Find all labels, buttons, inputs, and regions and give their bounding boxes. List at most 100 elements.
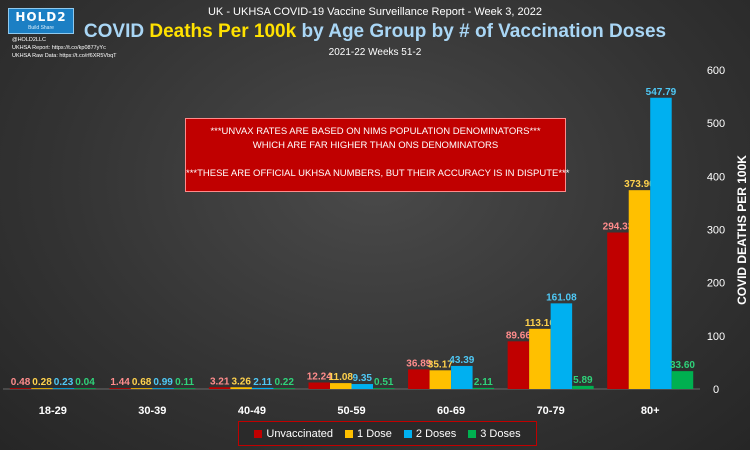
data-label: 33.60 (670, 360, 695, 371)
bar-unvaccinated (208, 387, 231, 389)
bar-2-doses (451, 365, 473, 389)
legend-label: 2 Doses (415, 427, 457, 440)
legend-label: 1 Dose (357, 427, 392, 440)
y-tick-label: 500 (707, 118, 725, 130)
bar-unvaccinated (109, 388, 131, 389)
y-tick-label: 600 (707, 65, 725, 77)
chart-title: COVID Deaths Per 100k by Age Group by # … (0, 21, 750, 43)
x-tick-label: 30-39 (138, 405, 166, 417)
bar-unvaccinated (607, 232, 629, 389)
bar-1-dose (529, 328, 551, 389)
data-label: 0.23 (54, 377, 74, 388)
legend-label: 3 Doses (480, 427, 521, 440)
data-label: 294.33 (603, 222, 634, 233)
x-tick-label: 60-69 (437, 405, 465, 417)
data-label: 35.17 (428, 359, 453, 370)
bar-3-doses (373, 388, 395, 389)
bar-2-doses (550, 303, 573, 389)
data-label: 3.26 (231, 376, 251, 387)
bar-1-dose (130, 388, 153, 389)
raw-data-link[interactable]: UKHSA Raw Data: https://t.co/rf6XR5VbqT (12, 53, 117, 59)
bar-1-dose (31, 388, 53, 389)
disclaimer-line-1: ***UNVAX RATES ARE BASED ON NIMS POPULAT… (210, 126, 541, 137)
bar-1-dose (429, 370, 452, 389)
bar-unvaccinated (308, 382, 330, 389)
bar-3-doses (273, 388, 295, 389)
bar-unvaccinated (408, 369, 430, 389)
bar-unvaccinated (9, 388, 32, 389)
data-label: 12.24 (307, 371, 332, 382)
data-label: 113.16 (525, 318, 555, 329)
y-tick-label: 400 (707, 171, 725, 183)
data-label: 373.96 (624, 179, 655, 190)
y-axis-title: COVID DEATHS PER 100K (735, 155, 749, 305)
legend-swatch (254, 429, 263, 438)
data-label: 11.08 (329, 372, 354, 383)
data-label: 0.99 (153, 377, 173, 388)
bar-2-doses (650, 97, 672, 390)
title-suffix: by Age Group by # of Vaccination Doses (301, 21, 667, 42)
disclaimer-line-3: ***THESE ARE OFFICIAL UKHSA NUMBERS, BUT… (186, 168, 570, 179)
y-tick-label: 200 (707, 278, 725, 290)
data-label: 9.35 (353, 373, 373, 384)
legend-swatch (403, 429, 412, 438)
legend-item-3-doses: 3 Doses (468, 427, 521, 440)
bar-3-doses (671, 371, 694, 389)
report-link[interactable]: UKHSA Report: https://t.co/kp0877yYc (12, 45, 106, 51)
x-tick-label: 70-79 (537, 405, 565, 417)
bar-1-dose (628, 190, 651, 389)
bar-unvaccinated (507, 341, 530, 389)
y-tick-label: 300 (707, 225, 725, 237)
x-tick-label: 18-29 (39, 405, 67, 417)
handle-text: @HOLD2LLC (12, 37, 47, 43)
data-label: 2.11 (474, 377, 493, 388)
data-label: 0.11 (175, 377, 194, 388)
legend-swatch (345, 429, 354, 438)
data-label: 43.39 (449, 355, 474, 366)
bar-2-doses (52, 388, 75, 389)
x-tick-label: 40-49 (238, 405, 266, 417)
data-label: 161.08 (546, 292, 577, 303)
data-label: 89.66 (506, 330, 531, 341)
chart-subtitle: 2021-22 Weeks 51-2 (328, 47, 422, 58)
data-label: 0.51 (374, 377, 394, 388)
hold2-logo: HOLD2 Build Share (8, 8, 74, 34)
y-tick-label: 100 (707, 331, 725, 343)
bar-3-doses (472, 387, 495, 389)
x-tick-label: 50-59 (337, 405, 365, 417)
data-label: 547.79 (646, 87, 677, 98)
bar-1-dose (230, 387, 252, 389)
legend-swatch (468, 429, 477, 438)
bar-2-doses (152, 388, 174, 389)
bar-3-doses (572, 385, 594, 389)
data-label: 2.11 (253, 377, 272, 388)
data-label: 0.04 (75, 377, 95, 388)
bar-3-doses (173, 388, 196, 389)
logo-text: HOLD2 (15, 10, 67, 24)
bar-1-dose (330, 383, 352, 389)
data-label: 0.68 (132, 377, 152, 388)
data-label: 1.44 (110, 377, 130, 388)
bar-3-doses (74, 388, 96, 389)
chart-supertitle: UK - UKHSA COVID-19 Vaccine Surveillance… (207, 6, 542, 18)
legend-item-unvaccinated: Unvaccinated (254, 428, 333, 440)
title-prefix: COVID (83, 21, 145, 42)
data-label: 0.48 (11, 377, 31, 388)
disclaimer-line-2: WHICH ARE FAR HIGHER THAN ONS DENOMINATO… (252, 140, 499, 151)
data-label: 3.21 (210, 376, 230, 387)
bar-2-doses (251, 387, 274, 389)
logo-tagline: Build Share (28, 25, 54, 31)
y-tick-label: 0 (713, 384, 719, 396)
title-highlight: Deaths Per 100k (149, 21, 297, 42)
legend-label: Unvaccinated (266, 427, 334, 440)
data-label: 5.89 (573, 375, 593, 386)
chart-legend: Unvaccinated 1 Dose 2 Doses 3 Doses (238, 421, 537, 446)
bar-2-doses (351, 384, 373, 389)
data-label: 0.22 (274, 377, 294, 388)
disclaimer-box: ***UNVAX RATES ARE BASED ON NIMS POPULAT… (185, 118, 570, 192)
legend-item-1-dose: 1 Dose (345, 428, 392, 440)
data-label: 0.28 (32, 377, 52, 388)
data-label: 36.89 (406, 358, 431, 369)
